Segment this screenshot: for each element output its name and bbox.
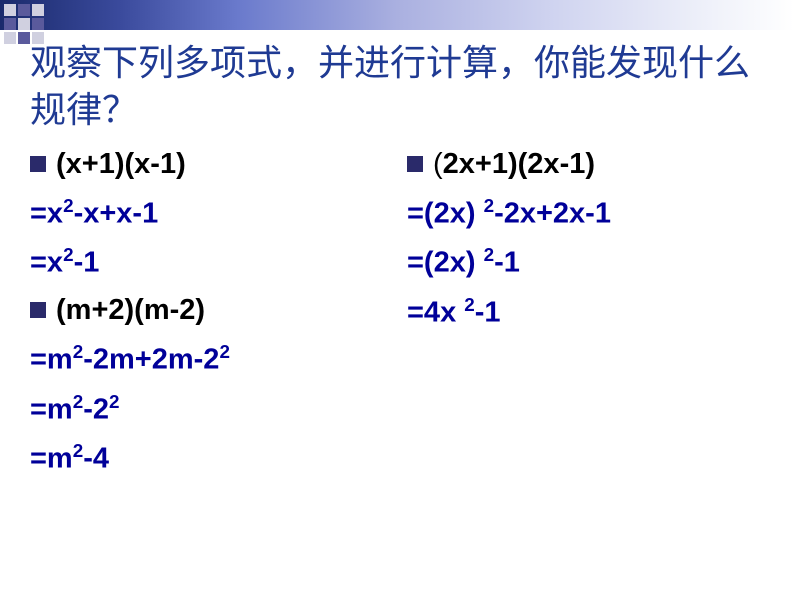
header-gradient-bar [0,0,794,30]
equation-step: =m2-2m+2m-22 [30,341,387,377]
bullet-icon [30,156,46,172]
equation-step: =x2-1 [30,244,387,280]
right-column: (2x+1)(2x-1) =(2x) 2-2x+2x-1 =(2x) 2-1 =… [407,148,764,490]
slide-title: 观察下列多项式，并进行计算，你能发现什么规律？ [30,40,764,134]
equation-step: =(2x) 2-2x+2x-1 [407,195,764,231]
equation-step: =m2-4 [30,440,387,476]
slide-content: 观察下列多项式，并进行计算，你能发现什么规律？ (x+1)(x-1) =x2-x… [0,30,794,490]
math-text: (x+1)(x-1) [56,148,186,180]
equation-prompt: (x+1)(x-1) [30,148,387,181]
equation-prompt: (2x+1)(2x-1) [407,148,764,181]
bullet-icon [407,156,423,172]
equation-prompt: (m+2)(m-2) [30,294,387,327]
decorative-squares [4,4,44,44]
math-text: 2x+1)(2x-1) [443,148,595,180]
equation-step: =x2-x+x-1 [30,195,387,231]
left-column: (x+1)(x-1) =x2-x+x-1 =x2-1 (m+2)(m-2) =m… [30,148,387,490]
two-column-layout: (x+1)(x-1) =x2-x+x-1 =x2-1 (m+2)(m-2) =m… [30,148,764,490]
bullet-icon [30,302,46,318]
math-text: (m+2)(m-2) [56,294,205,326]
equation-step: =(2x) 2-1 [407,244,764,280]
equation-step: =4x 2-1 [407,294,764,330]
equation-step: =m2-22 [30,391,387,427]
